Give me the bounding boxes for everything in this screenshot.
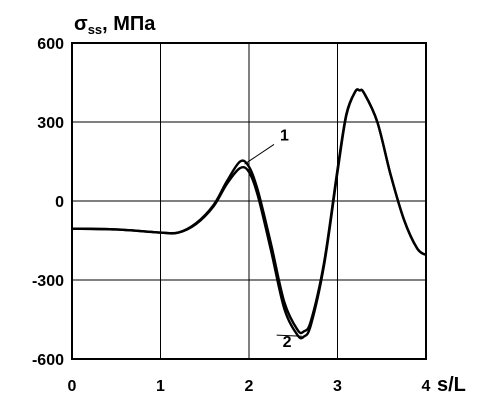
- y-tick-label: 300: [37, 115, 64, 132]
- x-tick-label: 4: [422, 378, 431, 395]
- x-axis-title: s/L: [437, 374, 466, 396]
- y-tick-labels: 600 300 0 -300 -600: [32, 36, 64, 369]
- y-tick-label: 600: [37, 36, 64, 53]
- y-tick-label: 0: [55, 194, 64, 211]
- x-tick-label: 1: [156, 378, 165, 395]
- series-group: [71, 88, 427, 340]
- x-tick-label: 0: [68, 378, 77, 395]
- x-tick-labels: 0 1 2 3 4: [68, 378, 431, 395]
- curve-label-1: 1: [280, 127, 289, 144]
- grid: [71, 42, 427, 360]
- annotation-leader: [276, 334, 303, 337]
- y-axis-title: σss, МПа: [74, 13, 156, 37]
- y-tick-label: -300: [32, 273, 64, 290]
- annotation-leader: [244, 144, 275, 165]
- series-line-2: [71, 88, 427, 340]
- plot-frame: [71, 42, 427, 360]
- x-tick-label: 3: [333, 378, 342, 395]
- y-tick-label: -600: [32, 352, 64, 369]
- x-tick-label: 2: [245, 378, 254, 395]
- curve-label-2: 2: [283, 334, 292, 351]
- annotations: 12: [244, 127, 303, 351]
